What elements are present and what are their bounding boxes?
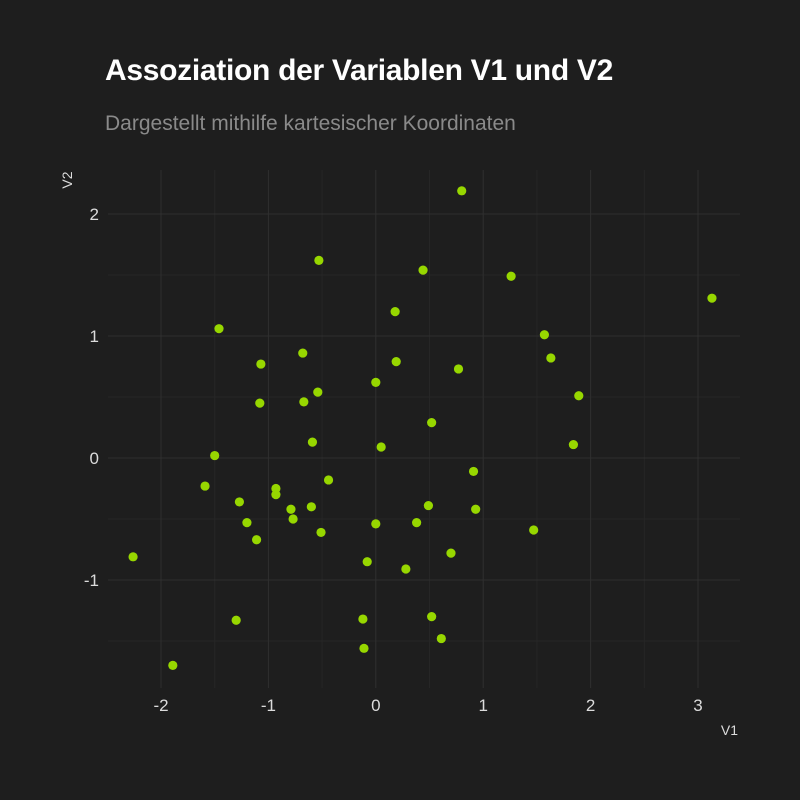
data-point	[371, 519, 381, 529]
data-point	[231, 615, 241, 625]
data-point	[568, 439, 579, 450]
data-point	[539, 330, 550, 340]
data-point	[255, 398, 265, 408]
data-point	[298, 348, 308, 358]
data-point	[390, 307, 400, 317]
minor-grid	[108, 170, 740, 688]
data-point	[306, 502, 316, 512]
data-point	[242, 518, 252, 528]
data-point	[251, 535, 262, 545]
data-point	[446, 548, 456, 558]
data-point	[313, 387, 323, 397]
chart-subtitle: Dargestellt mithilfe kartesischer Koordi…	[105, 112, 516, 135]
data-point	[376, 442, 386, 452]
data-point	[371, 377, 381, 387]
data-point	[412, 518, 422, 528]
y-tick-label: 1	[90, 327, 99, 346]
data-point	[128, 552, 138, 562]
y-axis-ticks: -1 0 1 2	[84, 205, 99, 590]
data-point	[359, 643, 369, 653]
data-point	[286, 504, 296, 514]
data-point	[529, 525, 539, 535]
x-tick-label: 2	[586, 696, 595, 715]
y-tick-label: 0	[90, 449, 99, 468]
data-point	[436, 633, 446, 644]
chart-title: Assoziation der Variablen V1 und V2	[105, 54, 613, 87]
data-point	[546, 353, 556, 363]
data-point	[453, 364, 464, 374]
x-tick-label: -2	[153, 696, 168, 715]
data-point	[574, 391, 584, 401]
data-point	[471, 504, 481, 514]
data-point	[234, 497, 245, 507]
data-point	[314, 255, 324, 265]
data-point	[323, 475, 334, 485]
data-point	[423, 500, 434, 511]
data-point	[358, 614, 368, 624]
data-point	[256, 359, 266, 369]
x-axis-title: V1	[721, 722, 738, 738]
data-point	[362, 557, 372, 567]
data-point	[307, 437, 318, 447]
x-tick-label: 1	[478, 696, 487, 715]
data-point	[391, 357, 401, 367]
data-point	[214, 324, 224, 334]
x-tick-label: -1	[261, 696, 276, 715]
data-points	[128, 186, 717, 671]
x-tick-label: 0	[371, 696, 380, 715]
data-point	[168, 660, 178, 671]
data-point	[427, 418, 437, 428]
data-point	[468, 466, 479, 477]
x-axis-ticks: -2 -1 0 1 2 3	[153, 696, 702, 715]
x-tick-label: 3	[693, 696, 702, 715]
data-point	[200, 481, 210, 491]
data-point	[288, 514, 298, 524]
y-axis-title: V2	[59, 171, 75, 188]
data-point	[707, 293, 717, 303]
y-tick-label: -1	[84, 571, 99, 590]
major-grid	[108, 170, 740, 688]
data-point	[427, 612, 437, 622]
data-point	[271, 490, 281, 500]
y-tick-label: 2	[90, 205, 99, 224]
data-point	[210, 450, 220, 461]
data-point	[418, 265, 428, 275]
data-point	[299, 397, 309, 407]
data-point	[316, 527, 326, 538]
data-point	[401, 564, 411, 574]
data-point	[457, 186, 467, 196]
data-point	[506, 271, 516, 281]
